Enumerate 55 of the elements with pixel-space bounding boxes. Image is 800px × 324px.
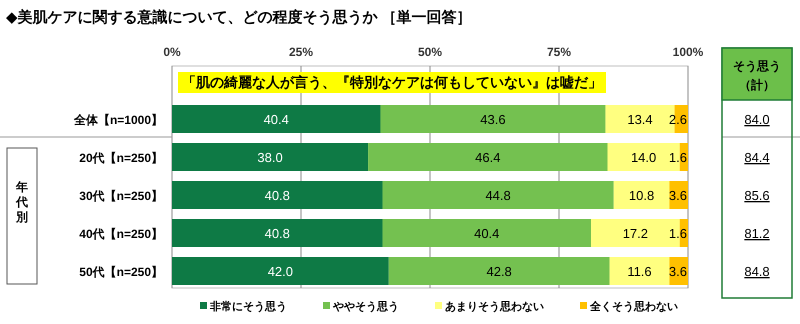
data-label: 17.2 bbox=[622, 226, 648, 241]
data-label: 3.6 bbox=[668, 188, 687, 203]
data-label: 3.6 bbox=[668, 264, 687, 279]
bar bbox=[172, 105, 380, 133]
text: 84.4 bbox=[744, 150, 770, 165]
data-label: 38.0 bbox=[257, 150, 283, 165]
bar bbox=[382, 181, 614, 209]
data-label: 11.6 bbox=[627, 264, 652, 279]
text: 年代別 bbox=[15, 180, 28, 224]
data-label: 1.6 bbox=[668, 226, 687, 241]
x-tick-label: 100% bbox=[672, 45, 704, 59]
legend-label: 全くそう思わない bbox=[589, 300, 678, 313]
y-tick-label: 30代【n=250】 bbox=[79, 189, 163, 203]
data-label: 1.6 bbox=[668, 150, 687, 165]
x-tick-label: 25% bbox=[288, 45, 314, 59]
bar bbox=[172, 219, 383, 247]
data-label: 2.6 bbox=[668, 112, 687, 127]
bar bbox=[614, 181, 670, 209]
data-label: 43.6 bbox=[480, 112, 506, 127]
legend-label: ややそう思う bbox=[332, 301, 399, 313]
y-tick-label: 50代【n=250】 bbox=[79, 265, 163, 279]
x-tick-label: 0% bbox=[163, 45, 181, 59]
text: そう思う（計） bbox=[733, 59, 781, 92]
x-tick-label: 75% bbox=[546, 45, 572, 59]
data-label: 40.4 bbox=[474, 226, 500, 241]
data-label: 40.8 bbox=[264, 188, 290, 203]
data-label: 42.0 bbox=[268, 264, 294, 279]
legend-label: 非常にそう思う bbox=[209, 300, 287, 313]
bar bbox=[610, 257, 670, 285]
data-label: 40.8 bbox=[264, 226, 290, 241]
bar bbox=[172, 181, 383, 209]
data-label: 10.8 bbox=[628, 188, 654, 203]
bar bbox=[368, 143, 608, 171]
data-label: 46.4 bbox=[475, 150, 500, 165]
data-label: 44.8 bbox=[485, 188, 511, 203]
y-tick-label: 20代【n=250】 bbox=[79, 151, 163, 165]
text: 84.8 bbox=[744, 264, 770, 279]
bar bbox=[172, 143, 368, 171]
x-tick-label: 50% bbox=[418, 45, 442, 59]
y-tick-label: 全体【n=1000】 bbox=[72, 113, 163, 127]
text: 85.6 bbox=[744, 188, 770, 203]
text: 84.0 bbox=[744, 112, 770, 127]
text: 81.2 bbox=[744, 226, 770, 241]
legend-label: あまりそう思わない bbox=[445, 301, 544, 313]
bar bbox=[380, 105, 606, 133]
y-tick-label: 40代【n=250】 bbox=[79, 227, 163, 241]
bar bbox=[388, 257, 610, 285]
data-label: 13.4 bbox=[627, 112, 653, 127]
data-label: 14.0 bbox=[630, 150, 656, 165]
data-label: 40.4 bbox=[264, 112, 289, 127]
text: 「肌の綺麗な人が言う、『特別なケアは何もしていない』は嘘だ」 bbox=[182, 74, 602, 91]
data-label: 42.8 bbox=[486, 264, 512, 279]
bar bbox=[172, 257, 389, 285]
title: ◆美肌ケアに関する意識について、どの程度そう思うか ［単一回答］ bbox=[6, 9, 472, 26]
bar bbox=[382, 219, 591, 247]
